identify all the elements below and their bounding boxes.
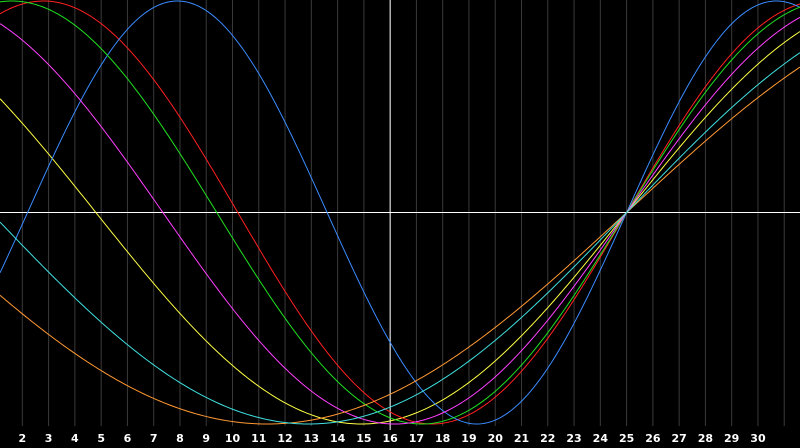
x-tick-label-11: 11 [251, 432, 266, 445]
series-line-4 [0, 0, 800, 425]
crosshair [0, 0, 800, 430]
x-tick-label-29: 29 [724, 432, 739, 445]
x-tick-label-26: 26 [645, 432, 661, 445]
x-tick-label-12: 12 [277, 432, 292, 445]
x-tick-label-2: 2 [19, 432, 27, 445]
x-tick-label-21: 21 [514, 432, 529, 445]
series-line-7 [0, 52, 800, 425]
x-tick-label-19: 19 [461, 432, 476, 445]
x-tick-label-7: 7 [150, 432, 158, 445]
x-tick-label-28: 28 [698, 432, 713, 445]
x-tick-label-3: 3 [45, 432, 53, 445]
x-tick-label-27: 27 [671, 432, 686, 445]
x-tick-label-8: 8 [176, 432, 184, 445]
x-tick-label-15: 15 [356, 432, 371, 445]
x-tick-label-25: 25 [619, 432, 634, 445]
series-line-6 [0, 66, 800, 425]
series-line-3 [0, 0, 800, 425]
x-tick-label-30: 30 [750, 432, 766, 445]
x-tick-label-5: 5 [97, 432, 105, 445]
series-lines [0, 0, 800, 425]
x-tick-label-13: 13 [304, 432, 319, 445]
x-tick-label-20: 20 [488, 432, 504, 445]
series-line-5 [0, 16, 800, 425]
series-line-1 [0, 31, 800, 425]
x-tick-label-22: 22 [540, 432, 555, 445]
x-tick-label-6: 6 [124, 432, 132, 445]
x-tick-label-24: 24 [593, 432, 609, 445]
x-tick-label-23: 23 [566, 432, 581, 445]
x-tick-label-17: 17 [409, 432, 424, 445]
x-tick-label-10: 10 [225, 432, 241, 445]
x-tick-label-18: 18 [435, 432, 450, 445]
x-tick-label-4: 4 [71, 432, 79, 445]
x-tick-label-14: 14 [330, 432, 346, 445]
x-tick-label-16: 16 [382, 432, 398, 445]
x-tick-labels: 2 3 4 5 6 7 8 9 10 11 12 13 14 15 16 17 18 19 20 21 22 23 24 25… [19, 432, 766, 445]
x-tick-label-9: 9 [202, 432, 210, 445]
series-line-2 [0, 0, 800, 425]
